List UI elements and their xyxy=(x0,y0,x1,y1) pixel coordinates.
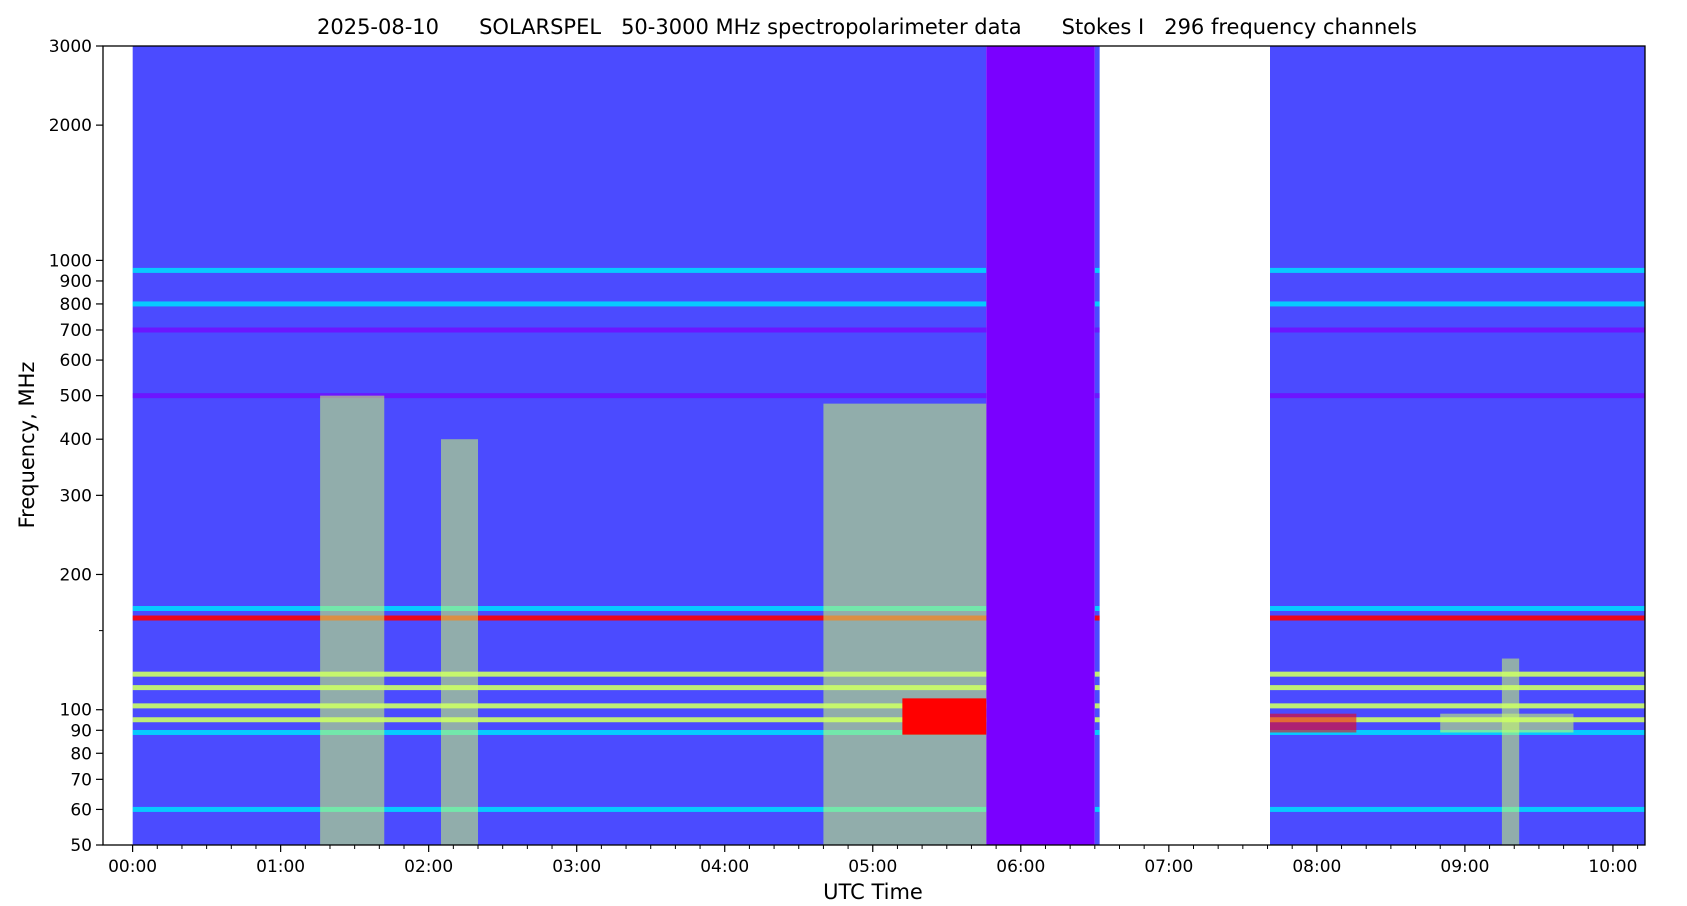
frequency-band xyxy=(1094,267,1100,273)
frequency-band xyxy=(132,301,987,307)
x-tick-label: 00:00 xyxy=(108,857,157,877)
frequency-band xyxy=(1094,605,1100,611)
y-tick-label: 1000 xyxy=(49,251,92,271)
y-tick-label: 200 xyxy=(60,565,92,585)
data-segment xyxy=(986,46,1095,845)
x-tick-label: 01:00 xyxy=(256,857,305,877)
frequency-band xyxy=(132,671,987,677)
frequency-band xyxy=(1269,685,1645,691)
frequency-band xyxy=(132,327,987,333)
x-tick-label: 07:00 xyxy=(1144,857,1193,877)
y-tick-label: 50 xyxy=(70,836,92,856)
frequency-band xyxy=(1269,605,1645,611)
frequency-band xyxy=(1269,301,1645,307)
frequency-band xyxy=(1094,703,1100,709)
x-tick-label: 05:00 xyxy=(848,857,897,877)
frequency-band xyxy=(132,729,987,735)
frequency-band xyxy=(1094,806,1100,812)
frequency-band xyxy=(1094,615,1100,621)
y-tick-label: 900 xyxy=(60,272,92,292)
burst-region xyxy=(1269,713,1357,733)
frequency-band xyxy=(1269,327,1645,333)
y-tick-label: 400 xyxy=(60,430,92,450)
burst-region xyxy=(902,698,987,735)
frequency-band xyxy=(132,605,987,611)
y-tick-label: 3000 xyxy=(49,37,92,57)
frequency-band xyxy=(1094,717,1100,723)
x-tick-label: 03:00 xyxy=(552,857,601,877)
frequency-band xyxy=(132,615,987,621)
y-tick-label: 70 xyxy=(70,770,92,790)
frequency-band xyxy=(1094,671,1100,677)
frequency-band xyxy=(132,685,987,691)
plot-frame xyxy=(102,45,1646,846)
frequency-band xyxy=(1269,671,1645,677)
chart-title: 2025-08-10 SOLARSPEL 50-3000 MHz spectro… xyxy=(317,15,1417,39)
frequency-band xyxy=(132,267,987,273)
frequency-band xyxy=(1269,615,1645,621)
y-tick-label: 100 xyxy=(60,701,92,721)
frequency-band xyxy=(1094,729,1100,735)
frequency-band xyxy=(1269,703,1645,709)
burst-region xyxy=(320,395,385,845)
frequency-band xyxy=(132,717,987,723)
x-tick-label: 04:00 xyxy=(700,857,749,877)
y-tick-label: 500 xyxy=(60,387,92,407)
no-data-gap xyxy=(1099,46,1270,845)
frequency-band xyxy=(132,703,987,709)
y-tick-label: 90 xyxy=(70,721,92,741)
burst-region xyxy=(823,403,987,845)
y-tick-label: 80 xyxy=(70,744,92,764)
y-tick-label: 600 xyxy=(60,351,92,371)
y-axis-label: Frequency, MHz xyxy=(15,362,39,529)
x-tick-label: 06:00 xyxy=(996,857,1045,877)
frequency-band xyxy=(1094,301,1100,307)
x-axis: 00:00 01:00 02:00 03:00 04:00 05:00 06:00 07:00… xyxy=(108,845,1639,877)
no-data-gap xyxy=(103,46,133,845)
x-tick-label: 08:00 xyxy=(1292,857,1341,877)
x-tick-label: 02:00 xyxy=(404,857,453,877)
y-tick-label: 60 xyxy=(70,800,92,820)
frequency-band xyxy=(132,806,987,812)
x-tick-label: 09:00 xyxy=(1440,857,1489,877)
y-tick-label: 300 xyxy=(60,486,92,506)
burst-region xyxy=(441,439,479,845)
y-tick-label: 700 xyxy=(60,321,92,341)
plot-area xyxy=(103,46,1645,845)
x-axis-label: UTC Time xyxy=(823,880,923,904)
frequency-band xyxy=(1269,393,1645,399)
y-tick-label: 800 xyxy=(60,295,92,315)
data-segment xyxy=(1094,46,1100,845)
data-segment xyxy=(1269,46,1645,845)
frequency-band xyxy=(1094,685,1100,691)
y-tick-label: 2000 xyxy=(49,116,92,136)
frequency-band xyxy=(1269,267,1645,273)
frequency-band xyxy=(1094,327,1100,333)
frequency-band xyxy=(1269,806,1645,812)
frequency-band xyxy=(1094,393,1100,399)
x-tick-label: 10:00 xyxy=(1588,857,1637,877)
burst-region xyxy=(1501,658,1520,845)
frequency-band xyxy=(132,393,987,399)
